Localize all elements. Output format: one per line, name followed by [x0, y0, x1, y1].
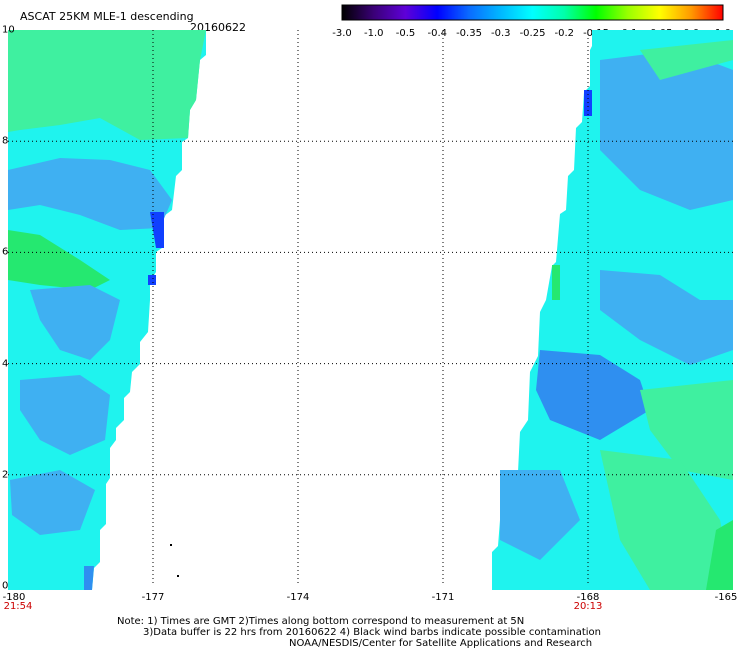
left-swath-blue-low [20, 375, 110, 455]
left-swath-edge-dot [148, 275, 156, 285]
colorbar-gradient [342, 5, 723, 20]
latitude-tick-label: 8 [2, 135, 9, 147]
right-swath-blue-low [500, 470, 580, 560]
left-swath-blue-mid [30, 285, 120, 360]
left-swath-green-patch [8, 230, 110, 290]
left-swath-edge-dark [150, 212, 164, 248]
contamination-mark [177, 575, 179, 577]
colorbar-tick-label: -3.0 [332, 28, 352, 39]
lat-lon-grid [8, 30, 733, 586]
colorbar-tick-label: -0.5 [395, 28, 416, 39]
colorbar-tick-label: -0.35 [456, 28, 482, 39]
latitude-tick-label: 4 [2, 358, 9, 370]
longitude-tick-label: -171 [431, 592, 455, 603]
colorbar-tick-label: -0.4 [427, 28, 448, 39]
left-swath-blue-band [8, 158, 172, 230]
right-swath-green-south [600, 450, 733, 590]
footnote-line-2: 3)Data buffer is 22 hrs from 20160622 4)… [143, 627, 601, 638]
swath-time-label: 20:13 [573, 601, 603, 612]
latitude-tick-label: 2 [2, 469, 9, 481]
footnote-line-1: Note: 1) Times are GMT 2)Times along bot… [117, 616, 525, 627]
right-swath-green-corner [640, 40, 733, 80]
longitude-tick-label: -165 [714, 592, 738, 603]
colorbar-tick-label: -0.2 [554, 28, 575, 39]
right-swath-blue-mid [600, 270, 733, 365]
product-title: ASCAT 25KM MLE-1 descending [20, 10, 194, 23]
longitude-tick-label: -177 [141, 592, 165, 603]
colorbar-tick-label: -0.25 [519, 28, 546, 39]
scatterometer-swaths [8, 30, 733, 590]
left-swath-corner-blue [84, 566, 94, 590]
footnote-line-3: NOAA/NESDIS/Center for Satellite Applica… [289, 638, 593, 649]
longitude-tick-label: -180 [2, 592, 26, 603]
contamination-mark [170, 544, 172, 546]
left-swath-green-north [8, 30, 206, 140]
latitude-tick-label: 6 [2, 246, 9, 258]
latitude-tick-label: 0 [2, 580, 9, 592]
longitude-tick-label: -168 [576, 592, 600, 603]
right-swath-blue-north [600, 50, 733, 210]
swath-time-label: 21:54 [3, 601, 33, 612]
right-swath-corner-green [706, 520, 733, 590]
right-swath-deep-blue [536, 350, 650, 440]
colorbar [341, 4, 724, 21]
left-swath-blue-bottom [10, 470, 95, 535]
right-swath-edge-green [552, 265, 560, 300]
colorbar-border [341, 4, 724, 21]
latitude-tick-label: 10 [2, 24, 15, 36]
longitude-tick-label: -174 [286, 592, 310, 603]
colorbar-tick-label: -1.0 [363, 28, 384, 39]
right-swath-green-patch [640, 380, 733, 480]
colorbar-tick-label: -0.3 [490, 28, 511, 39]
